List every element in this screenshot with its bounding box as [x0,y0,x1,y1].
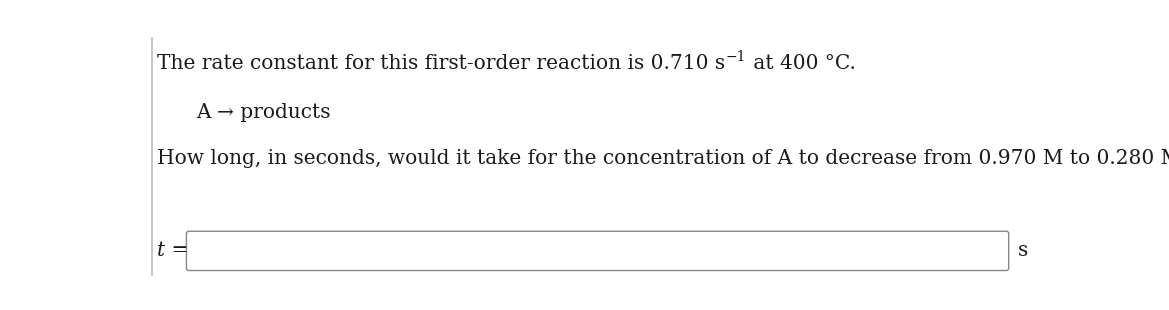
FancyBboxPatch shape [186,231,1009,271]
Text: The rate constant for this first-order reaction is 0.710 s: The rate constant for this first-order r… [157,54,725,73]
Text: at 400 °C.: at 400 °C. [747,54,856,73]
Text: t =: t = [157,241,188,260]
Text: How long, in seconds, would it take for the concentration of A to decrease from : How long, in seconds, would it take for … [157,149,1169,168]
Text: s: s [1018,241,1029,260]
Text: −1: −1 [726,50,746,64]
Text: A → products: A → products [196,103,331,122]
